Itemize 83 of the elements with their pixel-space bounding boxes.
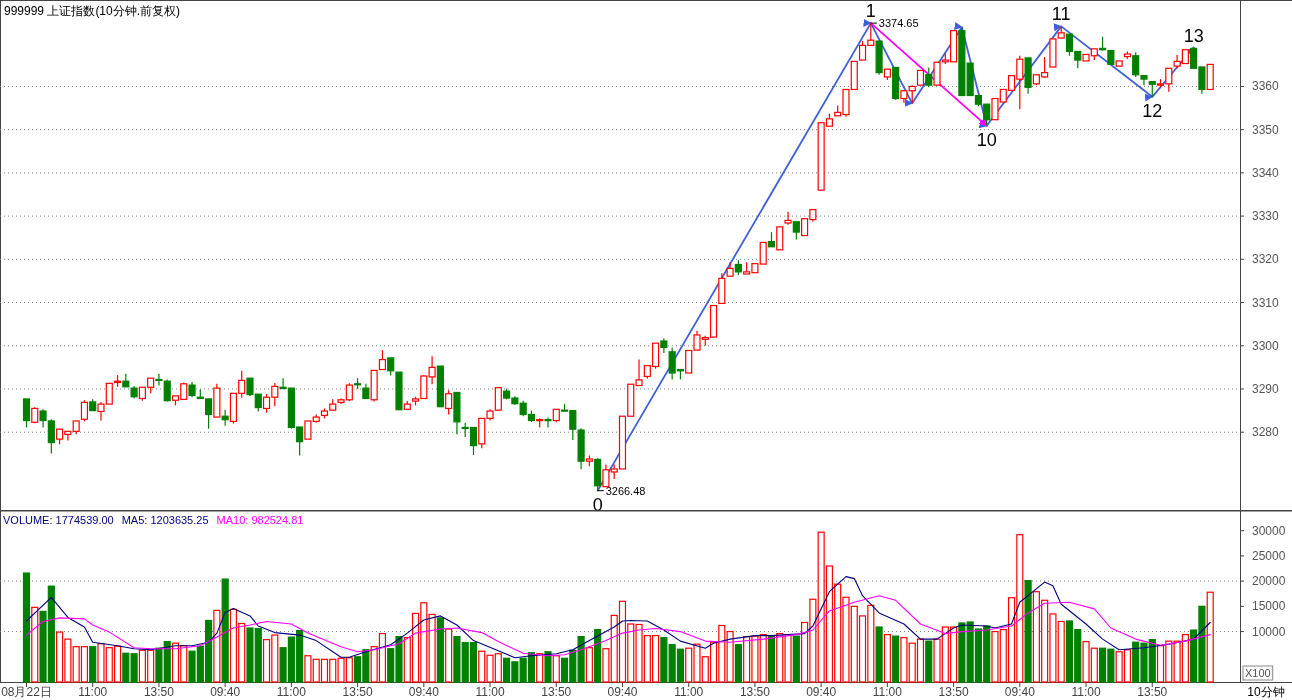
candlestick <box>544 416 552 429</box>
y-tick-label: 3360 <box>1252 79 1280 94</box>
annotation: 10 <box>976 129 997 150</box>
bar <box>552 655 560 683</box>
text: MA5: 1203635.25 <box>121 513 209 526</box>
text: MA10: 982524.81 <box>216 513 304 526</box>
bar <box>883 633 891 683</box>
bar <box>594 628 602 683</box>
candlestick <box>1140 75 1148 86</box>
bar <box>925 640 933 683</box>
annotation: 0 <box>592 494 603 515</box>
candlestick <box>784 211 792 226</box>
x-tick-label: 09:40 <box>806 685 837 699</box>
chart-title: 999999 上证指数(10分钟.前复权) <box>4 4 181 18</box>
x-tick-label: 09:40 <box>1004 685 1036 699</box>
bar <box>734 644 742 683</box>
candlestick <box>378 349 387 371</box>
y-tick-label: 3310 <box>1252 295 1280 310</box>
bar <box>875 626 883 683</box>
x-tick-label: 09:40 <box>607 685 638 699</box>
y-tick-label: 3290 <box>1252 381 1280 396</box>
candlestick <box>1132 51 1140 78</box>
candlestick <box>22 398 31 429</box>
annotation: 12 <box>1142 100 1163 121</box>
candlestick <box>925 66 933 88</box>
x-tick-label: 09:40 <box>408 685 440 699</box>
x-tick-label: 11:00 <box>1071 685 1101 699</box>
text: X100 <box>1245 667 1271 679</box>
annotation: 11 <box>1051 4 1071 25</box>
x-tick-label: 13:50 <box>1137 685 1168 699</box>
line-series <box>25 595 1211 657</box>
bar <box>221 578 229 683</box>
bar <box>89 646 97 683</box>
x-tick-label: 13:50 <box>541 685 572 699</box>
x-tick-label: 13:50 <box>739 685 771 699</box>
bar <box>767 634 776 683</box>
text: 10分钟 <box>1247 685 1285 699</box>
bar <box>1206 591 1214 683</box>
candlestick <box>445 389 453 416</box>
x-tick-label: 11:00 <box>674 685 704 699</box>
y-tick-label: 30000 <box>1252 523 1286 538</box>
candlestick <box>776 226 784 251</box>
x-tick-label: 09:40 <box>210 685 241 699</box>
annotation: 3266.48 <box>605 484 646 497</box>
candlestick <box>80 399 89 422</box>
candlestick <box>933 61 941 86</box>
bar <box>213 609 221 683</box>
x-tick-label: 11:00 <box>78 685 108 699</box>
bar <box>585 647 593 683</box>
x-tick-label: 08月22日 <box>1 685 52 699</box>
y-tick-label: 3340 <box>1252 165 1280 180</box>
bar <box>445 628 453 683</box>
x-tick-label: 11:00 <box>872 685 903 699</box>
y-tick-label: 20000 <box>1252 574 1286 589</box>
x-tick-label: 13:50 <box>143 685 175 699</box>
bar <box>436 617 444 683</box>
bar <box>792 635 800 683</box>
y-tick-label: 10000 <box>1252 624 1286 639</box>
y-tick-label: 25000 <box>1252 548 1286 563</box>
x-tick-label: 11:00 <box>475 685 505 699</box>
bar <box>1024 580 1032 683</box>
y-tick-label: 15000 <box>1252 599 1286 614</box>
annotation: VOLUME: 1774539.00 <box>3 513 114 526</box>
candlestick <box>163 378 171 403</box>
annotation: 1 <box>865 1 876 22</box>
bar <box>22 572 31 683</box>
y-tick-label: 3300 <box>1252 338 1280 353</box>
y-tick-label: 3320 <box>1252 252 1280 267</box>
bar <box>544 651 552 683</box>
x-tick-label: 11:00 <box>276 685 307 699</box>
y-tick-label: 3330 <box>1252 209 1280 224</box>
candlestick <box>155 373 163 387</box>
y-tick-label: 3280 <box>1252 425 1280 440</box>
line-series <box>25 576 1211 659</box>
annotation: 13 <box>1183 25 1204 46</box>
bar <box>31 606 39 683</box>
bar <box>892 635 900 683</box>
bar <box>958 622 966 683</box>
y-tick-label: 3350 <box>1252 122 1280 137</box>
x-tick-label: 13:50 <box>342 685 373 699</box>
x-tick-label: 13:50 <box>938 685 969 699</box>
annotation: 3374.65 <box>878 17 919 30</box>
bar <box>536 653 544 683</box>
